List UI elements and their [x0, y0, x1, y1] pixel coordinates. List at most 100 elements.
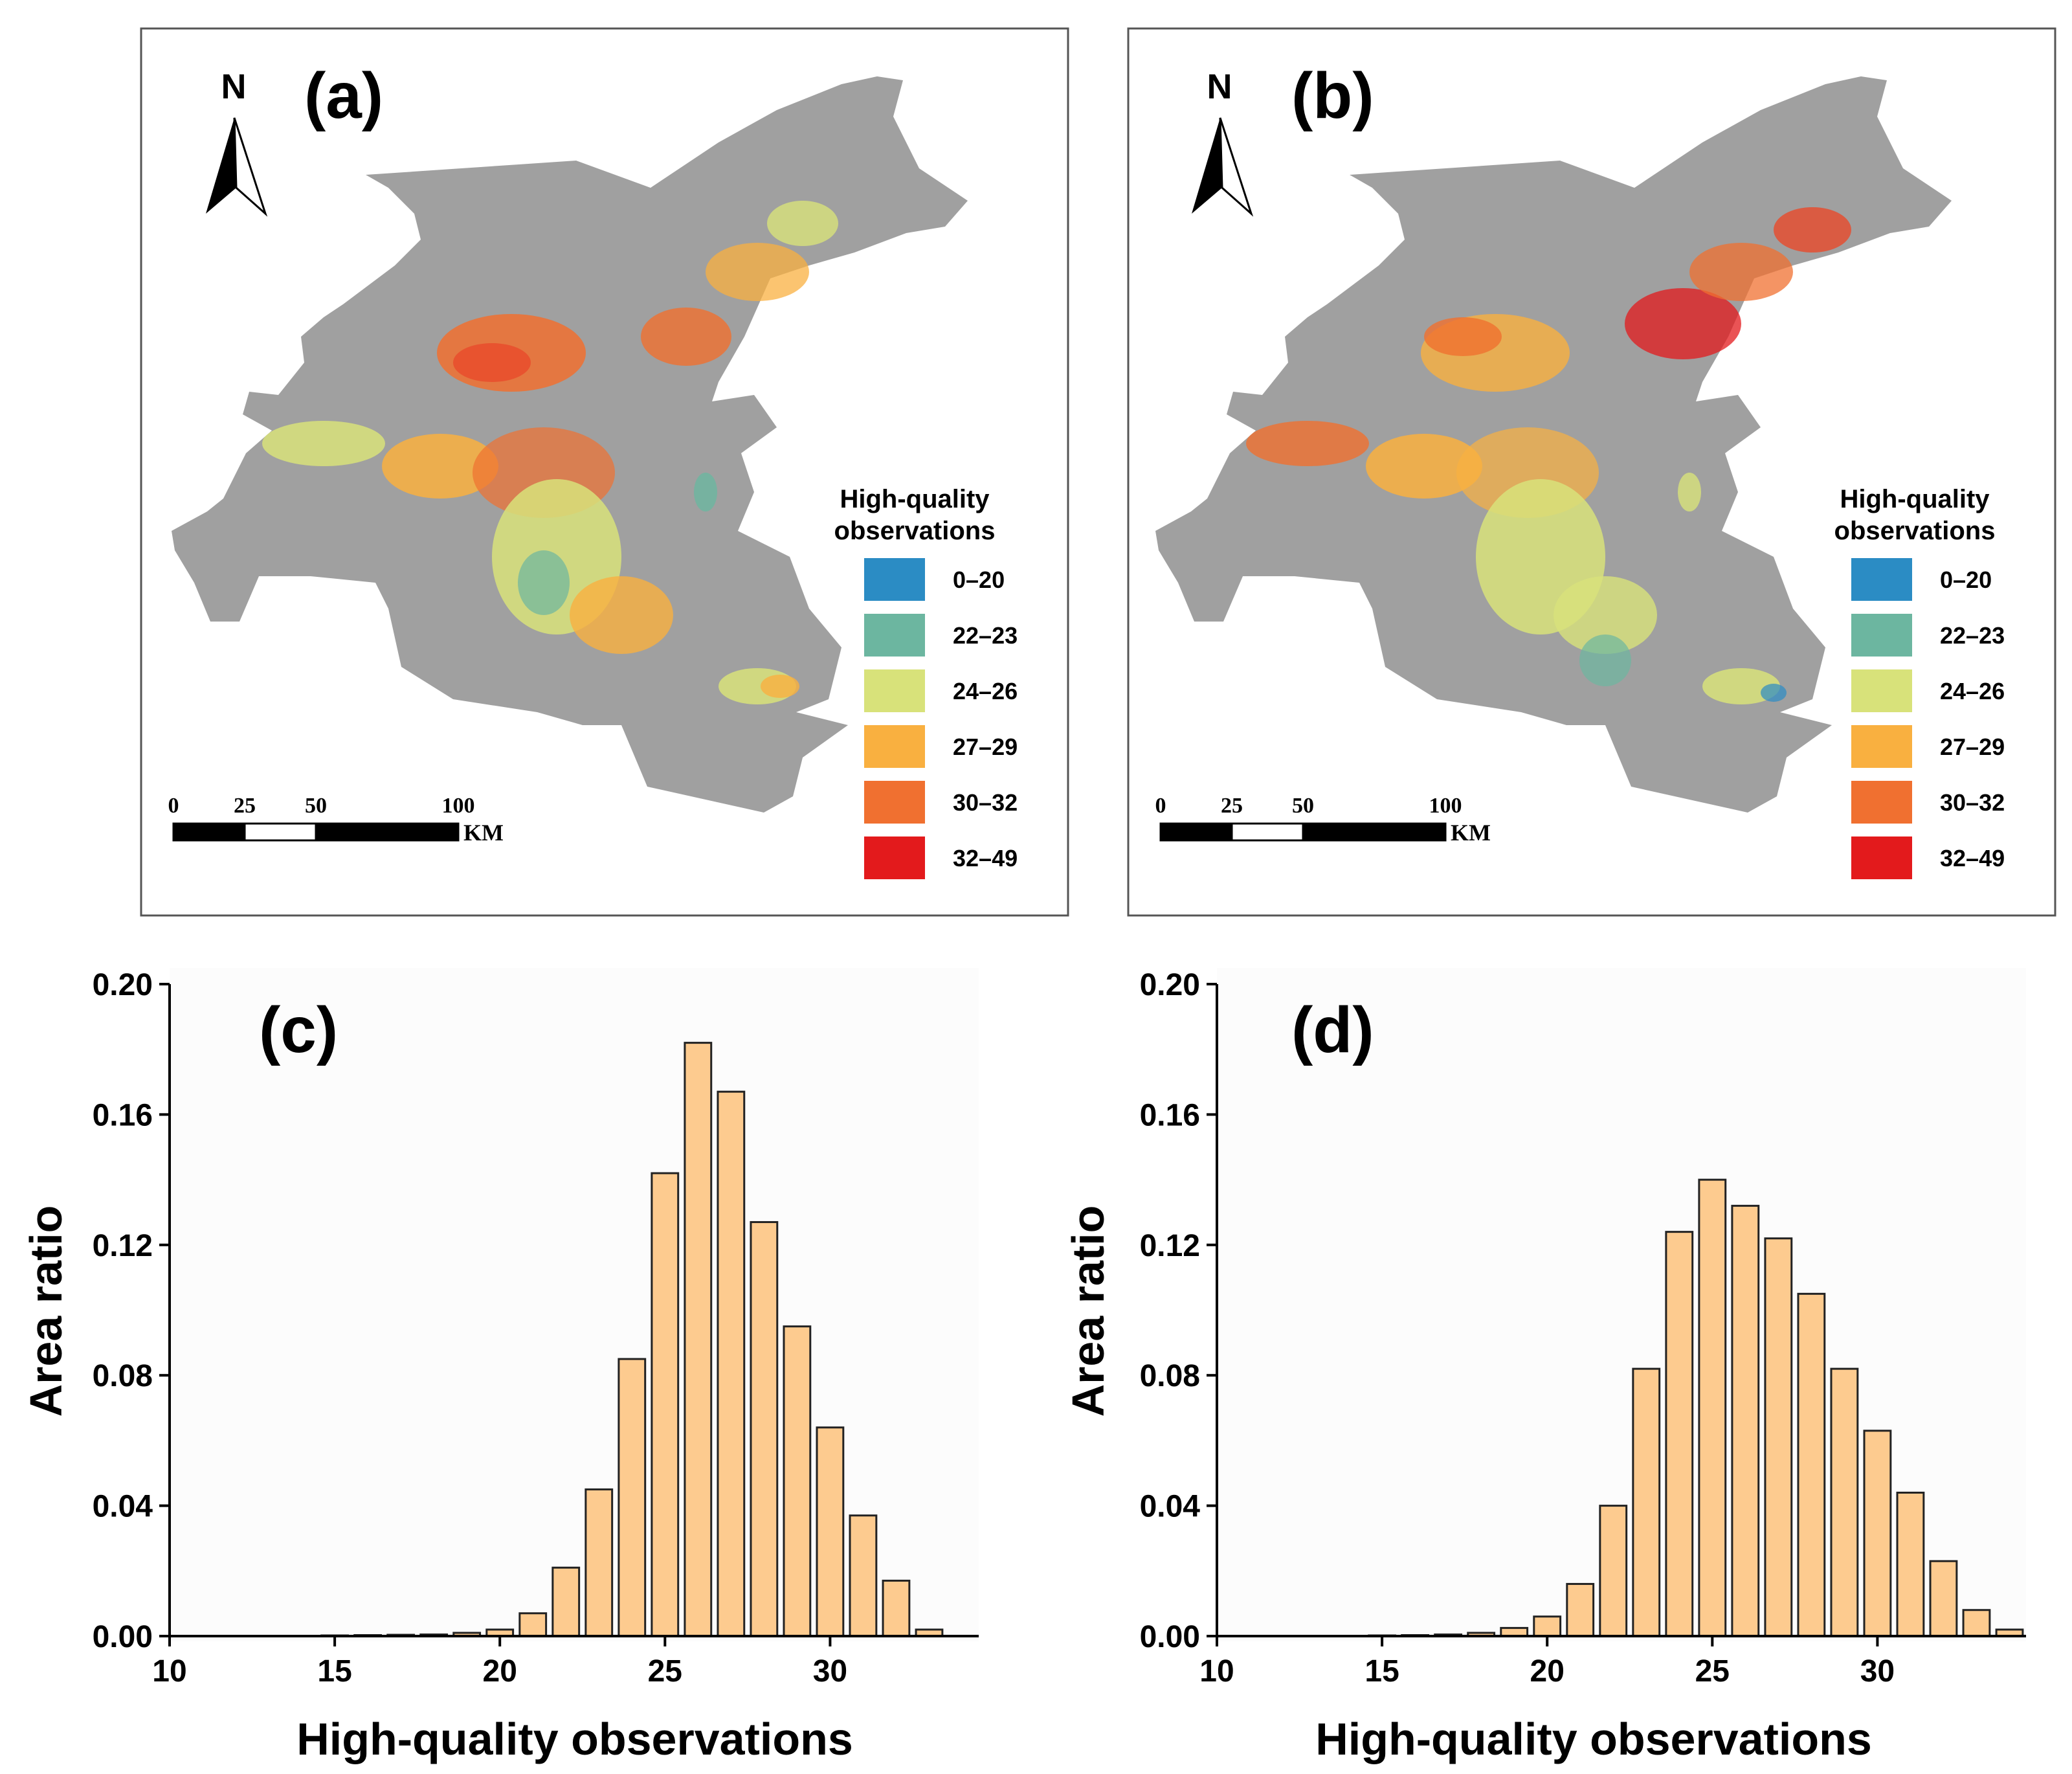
x-axis-label: High-quality observations — [296, 1714, 853, 1764]
histogram-bar — [1632, 1367, 1661, 1637]
x-tick-label: 25 — [1695, 1654, 1730, 1689]
y-axis-label: Area ratio — [1063, 1206, 1113, 1417]
legend-label: 22–23 — [1940, 622, 2005, 649]
y-tick-label: 0.20 — [93, 968, 153, 1002]
y-tick-label: 0.20 — [1140, 968, 1200, 1002]
panel-label-d: (d) — [1291, 994, 1374, 1066]
north-arrow-icon — [206, 118, 236, 214]
histogram-bar — [1863, 1430, 1892, 1637]
bar-series — [1368, 1178, 2024, 1637]
legend-label: 22–23 — [953, 622, 1018, 649]
histogram-bar — [717, 1090, 746, 1637]
y-tick-label: 0.00 — [93, 1620, 153, 1654]
x-tick-label: 15 — [317, 1654, 351, 1689]
histogram-bar — [750, 1221, 779, 1637]
x-tick-label: 20 — [1530, 1654, 1565, 1689]
histogram-bar — [1962, 1609, 1991, 1637]
north-label: N — [221, 67, 247, 106]
y-tick-label: 0.16 — [1140, 1098, 1200, 1132]
scale-bar: 0 25 50 100 KM — [1155, 794, 1491, 846]
legend-title-line1: High-quality — [1840, 485, 1990, 513]
y-axis-label: Area ratio — [21, 1206, 71, 1417]
y-tick-label: 0.04 — [93, 1490, 153, 1524]
legend-swatch — [864, 669, 925, 712]
legend-label: 24–26 — [953, 678, 1018, 704]
scale-tick: 100 — [1429, 794, 1462, 818]
histogram-bar — [1896, 1491, 1925, 1637]
y-tick-label: 0.16 — [93, 1098, 153, 1132]
histogram-bar — [1797, 1292, 1826, 1637]
legend-title-line2: observations — [1834, 517, 1996, 545]
scale-bar: 0 25 50 100 KM — [168, 794, 504, 846]
legend-swatch — [1851, 725, 1912, 768]
legend-label: 27–29 — [953, 734, 1018, 760]
legend-swatch — [1851, 614, 1912, 657]
histogram-bar — [1764, 1237, 1793, 1637]
legend-label: 30–32 — [1940, 789, 2005, 816]
scale-unit: KM — [463, 820, 504, 846]
legend-label: 30–32 — [953, 789, 1018, 816]
histogram-bar — [684, 1042, 713, 1637]
panel-label-c: (c) — [259, 994, 338, 1066]
x-tick-label: 25 — [648, 1654, 682, 1689]
legend-swatch — [864, 725, 925, 768]
legend-swatch — [1851, 836, 1912, 879]
histogram-bar — [849, 1514, 878, 1637]
histogram-bar — [816, 1426, 845, 1637]
x-tick-label: 30 — [1860, 1654, 1895, 1689]
north-arrow: N — [206, 67, 268, 217]
legend-label: 0–20 — [953, 567, 1005, 593]
x-tick-label: 20 — [483, 1654, 517, 1689]
y-tick-label: 0.12 — [1140, 1229, 1200, 1263]
scale-tick: 100 — [442, 794, 475, 818]
north-arrow-icon — [1192, 118, 1222, 214]
histogram-d: (d) 0.00 0.04 0.08 0.12 0.16 0.20 10 15 20 25 30 H… — [1063, 968, 2026, 1764]
map-panel-b: N (b) High-quality observations 0–20 22–2… — [1127, 27, 2056, 917]
legend-swatch — [864, 836, 925, 879]
map-legend: High-quality observations 0–20 22–23 24–26… — [1834, 485, 2005, 879]
y-tick-label: 0.08 — [1140, 1359, 1200, 1393]
histogram-bar — [1533, 1615, 1562, 1637]
legend-swatch — [864, 558, 925, 601]
scale-tick: 50 — [305, 794, 327, 818]
north-arrow: N — [1192, 67, 1254, 217]
legend-swatch — [864, 781, 925, 824]
histogram-bar — [551, 1566, 581, 1637]
legend-title-line2: observations — [834, 517, 996, 545]
x-tick-label: 10 — [1199, 1654, 1234, 1689]
axes: 0.00 0.04 0.08 0.12 0.16 0.20 10 15 20 25 30 — [1140, 968, 2026, 1689]
scale-tick: 50 — [1292, 794, 1314, 818]
map-legend: High-quality observations 0–20 22–23 24–26… — [834, 485, 1018, 879]
legend-label: 32–49 — [1940, 845, 2005, 871]
scale-unit: KM — [1451, 820, 1491, 846]
histogram-bar — [1665, 1231, 1694, 1637]
map-panel-a: N (a) High-quality observations 0–20 22–2… — [140, 27, 1069, 917]
y-tick-label: 0.08 — [93, 1359, 153, 1393]
scale-tick: 0 — [1155, 794, 1166, 818]
panel-label-b: (b) — [1291, 60, 1374, 132]
histogram-bar — [518, 1612, 548, 1637]
histogram-bar — [1731, 1204, 1760, 1637]
histogram-bar — [1599, 1505, 1628, 1637]
legend-label: 24–26 — [1940, 678, 2005, 704]
scale-tick: 25 — [234, 794, 256, 818]
histogram-bar — [1929, 1560, 1958, 1637]
data-patches — [262, 201, 838, 704]
data-patches — [1246, 207, 1851, 704]
histogram-bar — [783, 1325, 812, 1637]
histogram-bar — [618, 1358, 647, 1637]
legend-swatch — [1851, 781, 1912, 824]
y-tick-label: 0.12 — [93, 1229, 153, 1263]
legend-title-line1: High-quality — [840, 485, 990, 513]
histogram-bar — [1566, 1582, 1595, 1637]
scale-tick: 25 — [1221, 794, 1243, 818]
legend-label: 0–20 — [1940, 567, 1992, 593]
x-tick-label: 15 — [1365, 1654, 1399, 1689]
y-tick-label: 0.04 — [1140, 1490, 1201, 1524]
axes: 0.00 0.04 0.08 0.12 0.16 0.20 10 15 20 25 30 — [93, 968, 979, 1689]
histogram-c: (c) 0.00 0.04 0.08 0.12 0.16 0.20 10 15 20 25 30 H… — [21, 968, 979, 1764]
north-label: N — [1207, 67, 1232, 106]
histogram-bar — [1698, 1178, 1727, 1637]
panel-label-a: (a) — [304, 60, 383, 132]
